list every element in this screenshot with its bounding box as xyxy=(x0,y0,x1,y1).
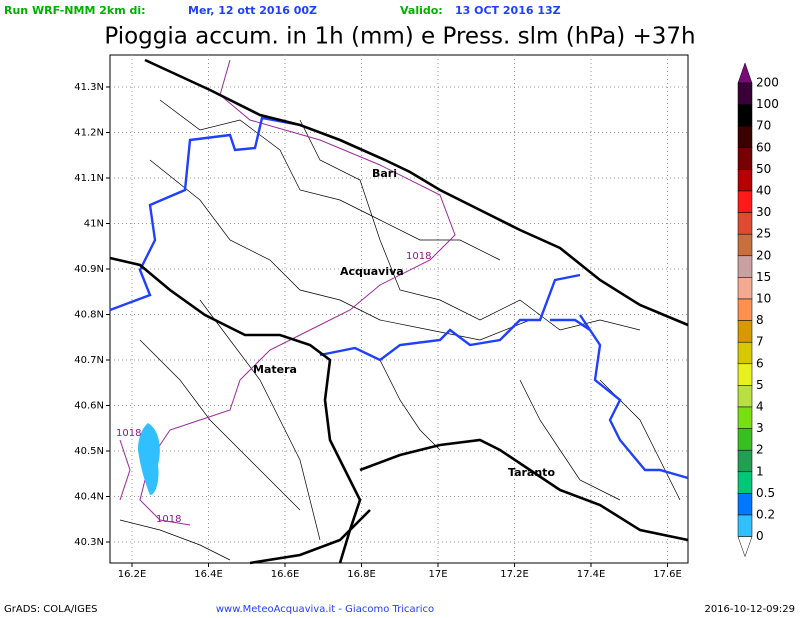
run-label: Run WRF-NMM 2km di: xyxy=(4,4,146,17)
colorbar-box xyxy=(737,385,753,408)
footer-left: GrADS: COLA/IGES xyxy=(4,604,98,615)
colorbar-label: 10 xyxy=(756,292,771,306)
colorbar-label: 5 xyxy=(756,378,764,392)
map: Bari Acquaviva Matera Taranto 1018 1018 … xyxy=(109,54,689,565)
colorbar-box xyxy=(737,169,753,192)
valid-date: 13 OCT 2016 13Z xyxy=(455,4,561,17)
isobar-label: 1018 xyxy=(156,514,181,525)
lat-tick-label: 40.7N xyxy=(74,355,104,366)
colorbar-box xyxy=(737,212,753,235)
lat-tick-label: 41.2N xyxy=(74,128,104,139)
colorbar-label: 4 xyxy=(756,400,764,414)
colorbar-label: 20 xyxy=(756,248,771,262)
lat-tick-label: 40.5N xyxy=(74,446,104,457)
lat-tick-label: 41.1N xyxy=(74,173,104,184)
municipal-borders xyxy=(119,99,681,561)
lat-tick-label: 40.3N xyxy=(74,537,104,548)
colorbar-triangle xyxy=(737,62,753,84)
colorbar-box xyxy=(737,233,753,257)
colorbar-label: 8 xyxy=(756,313,764,327)
colorbar-box xyxy=(737,298,753,321)
lat-tick-label: 41.3N xyxy=(74,82,104,93)
colorbar-box xyxy=(737,320,753,343)
city-label: Acquaviva xyxy=(340,265,404,278)
colorbar-label: 2 xyxy=(756,443,764,457)
colorbar-label: 15 xyxy=(756,270,771,284)
colorbar-label: 25 xyxy=(756,227,771,241)
run-date: Mer, 12 ott 2016 00Z xyxy=(188,4,317,17)
city-label: Bari xyxy=(372,167,397,180)
lon-tick-label: 16.6E xyxy=(271,569,300,580)
lon-tick-label: 17.4E xyxy=(577,569,606,580)
colorbar-box xyxy=(737,104,753,127)
isobar-label: 1018 xyxy=(116,428,141,439)
colorbar-label: 200 xyxy=(756,76,779,90)
colorbar-box xyxy=(737,363,753,386)
city-label: Matera xyxy=(253,363,297,376)
colorbar-box xyxy=(737,493,753,516)
colorbar-box xyxy=(737,341,753,365)
isobar-label: 1018 xyxy=(406,251,431,262)
colorbar-label: 30 xyxy=(756,205,771,219)
lon-tick-label: 16.8E xyxy=(347,569,376,580)
lat-tick-label: 40.4N xyxy=(74,492,104,503)
lon-tick-label: 16.2E xyxy=(118,569,147,580)
colorbar-box xyxy=(737,255,753,278)
lon-tick-label: 16.4E xyxy=(194,569,223,580)
colorbar: 200 100 70 60 50 40 30 25 20 15 10 8 7 6 5 4 3 2 1 0.5 0.2 0 xyxy=(737,62,779,558)
colorbar-label: 70 xyxy=(756,119,771,133)
lat-tick-label: 41N xyxy=(84,219,104,230)
lon-tick-label: 17.2E xyxy=(500,569,529,580)
colorbar-box xyxy=(737,406,753,429)
colorbar-label: 6 xyxy=(756,356,764,370)
title: Pioggia accum. in 1h (mm) e Press. slm (… xyxy=(104,24,695,50)
colorbar-label: 50 xyxy=(756,162,771,176)
colorbar-box xyxy=(737,82,753,105)
colorbar-label: 60 xyxy=(756,140,771,154)
lon-tick-label: 17E xyxy=(428,569,447,580)
colorbar-label: 0.2 xyxy=(756,508,775,522)
colorbar-label: 0.5 xyxy=(756,486,775,500)
colorbar-triangle xyxy=(737,536,753,558)
colorbar-label: 100 xyxy=(756,97,779,111)
colorbar-label: 7 xyxy=(756,335,764,349)
colorbar-box xyxy=(737,190,753,213)
lat-tick-label: 40.8N xyxy=(74,310,104,321)
lat-tick-label: 40.6N xyxy=(74,401,104,412)
footer-right: 2016-10-12-09:29 xyxy=(704,604,795,615)
rain-area xyxy=(138,423,160,495)
lon-tick-label: 17.6E xyxy=(653,569,682,580)
colorbar-label: 1 xyxy=(756,464,764,478)
lat-tick-label: 40.9N xyxy=(74,264,104,275)
colorbar-box xyxy=(737,147,753,170)
colorbar-box xyxy=(737,125,753,149)
colorbar-box xyxy=(737,471,753,494)
colorbar-box xyxy=(737,428,753,451)
colorbar-label: 0 xyxy=(756,529,764,543)
colorbar-box xyxy=(737,449,753,473)
colorbar-box xyxy=(737,514,753,537)
colorbar-box xyxy=(737,277,753,300)
city-label: Taranto xyxy=(508,466,555,479)
colorbar-label: 3 xyxy=(756,421,764,435)
colorbar-label: 40 xyxy=(756,184,771,198)
valid-label: Valido: xyxy=(400,4,443,17)
footer-center: www.MeteoAcquaviva.it - Giacomo Tricaric… xyxy=(216,604,434,615)
